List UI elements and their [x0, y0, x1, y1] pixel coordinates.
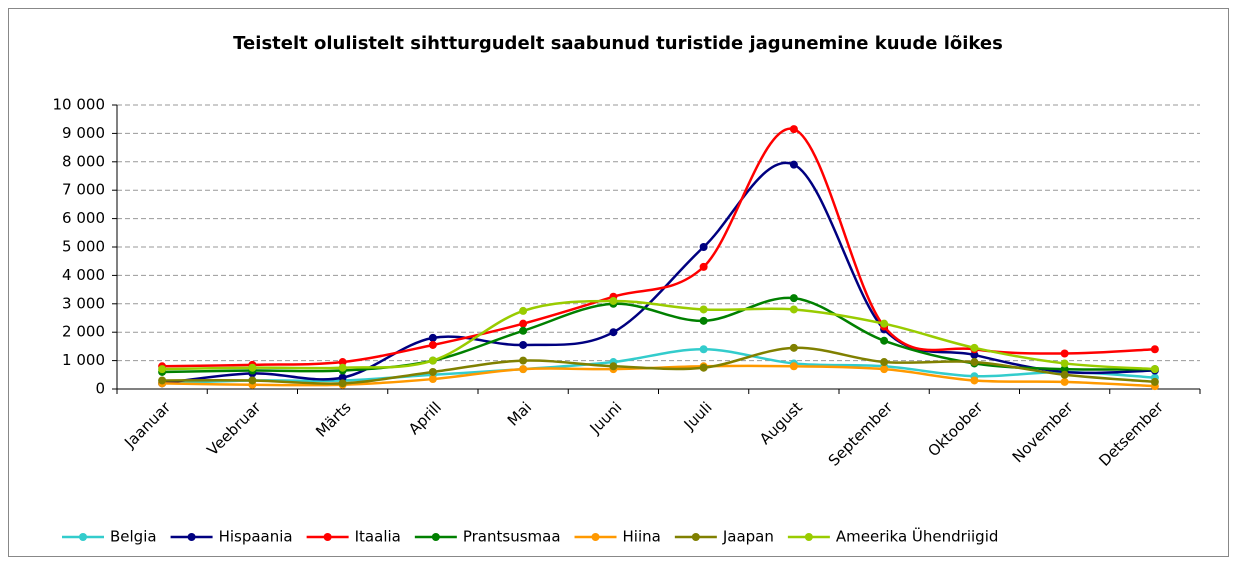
data-point	[1150, 365, 1159, 374]
data-point	[1060, 370, 1069, 379]
data-point	[880, 365, 889, 374]
data-point	[789, 294, 798, 303]
legend-label: Ameerika Ühendriigid	[836, 527, 999, 546]
data-point	[699, 363, 708, 372]
legend-marker	[691, 533, 700, 541]
data-point	[338, 373, 347, 382]
legend-marker	[591, 533, 600, 541]
legend-marker	[187, 533, 196, 541]
data-point	[428, 375, 437, 384]
y-tick-label: 10 000	[53, 96, 106, 114]
data-point	[609, 362, 618, 371]
data-point	[519, 319, 528, 328]
series-line	[162, 346, 1155, 385]
data-point	[428, 367, 437, 376]
legend-label: Hispaania	[219, 528, 293, 546]
legend-label: Belgia	[110, 528, 157, 546]
data-point	[428, 340, 437, 349]
data-point	[1060, 349, 1069, 358]
data-point	[699, 243, 708, 251]
data-point	[1150, 377, 1159, 386]
legend-label: Itaalia	[355, 528, 401, 546]
data-point	[789, 362, 798, 371]
data-point	[880, 358, 889, 367]
data-point	[970, 376, 979, 385]
data-point	[158, 376, 167, 385]
legend-label: Jaapan	[722, 528, 774, 546]
data-point	[789, 343, 798, 352]
legend-label: Hiina	[623, 528, 661, 546]
data-point	[338, 358, 347, 367]
legend-marker	[323, 533, 332, 541]
y-tick-label: 9 000	[62, 124, 105, 142]
data-point	[699, 305, 708, 314]
legend-marker	[79, 533, 87, 541]
data-point	[789, 160, 798, 169]
data-point	[248, 363, 257, 372]
chart-title: Teistelt olulistelt sihtturgudelt saabun…	[233, 33, 1003, 54]
data-point	[428, 333, 437, 342]
data-point	[970, 358, 979, 367]
y-tick-label: 3 000	[62, 294, 105, 312]
data-point	[519, 356, 528, 365]
data-point	[158, 365, 167, 374]
data-point	[880, 319, 889, 328]
data-point	[519, 365, 528, 374]
data-point	[789, 305, 798, 314]
legend-marker	[804, 533, 813, 541]
chart-border	[8, 8, 1229, 557]
data-point	[970, 350, 979, 359]
series-line	[162, 347, 1155, 385]
data-point	[699, 345, 708, 354]
data-point	[338, 379, 347, 388]
data-point	[609, 328, 618, 337]
data-point	[699, 262, 708, 271]
data-point	[248, 376, 257, 385]
y-tick-label: 0	[95, 380, 105, 398]
series-line	[162, 299, 1155, 371]
y-tick-label: 6 000	[62, 209, 105, 227]
data-point	[428, 356, 437, 365]
data-point	[699, 316, 708, 325]
legend-marker	[431, 533, 440, 541]
y-tick-label: 2 000	[62, 323, 105, 341]
y-tick-label: 5 000	[62, 238, 105, 256]
data-point	[970, 343, 979, 352]
y-tick-label: 4 000	[62, 266, 105, 284]
series-line	[162, 296, 1155, 374]
data-point	[338, 363, 347, 372]
data-point	[1060, 365, 1069, 374]
y-tick-label: 8 000	[62, 152, 105, 170]
legend-label: Prantsusmaa	[463, 528, 561, 546]
data-point	[789, 125, 798, 134]
data-point	[1150, 345, 1159, 354]
y-tick-label: 1 000	[62, 351, 105, 369]
data-point	[519, 326, 528, 335]
data-point	[609, 296, 618, 305]
data-point	[519, 306, 528, 315]
data-point	[1060, 377, 1069, 386]
data-point	[880, 336, 889, 345]
data-point	[519, 340, 528, 349]
y-tick-label: 7 000	[62, 181, 105, 199]
data-point	[1060, 359, 1069, 368]
